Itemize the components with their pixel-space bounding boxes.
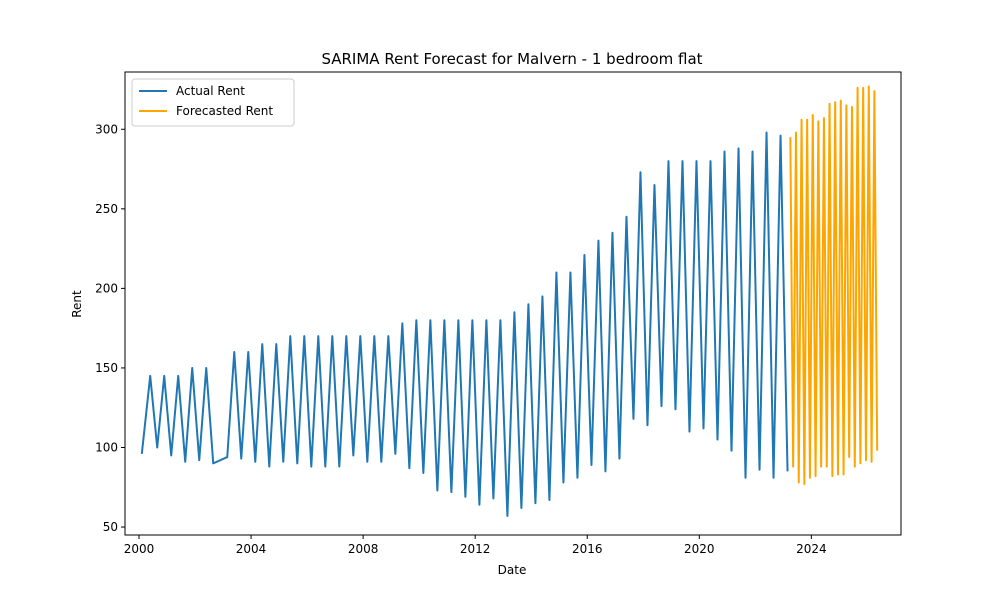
chart-title: SARIMA Rent Forecast for Malvern - 1 bed… — [321, 50, 702, 68]
y-tick-label: 50 — [103, 520, 118, 534]
y-tick-label: 200 — [95, 281, 118, 295]
y-tick-label: 250 — [95, 202, 118, 216]
legend-label-actual: Actual Rent — [176, 84, 245, 98]
legend-box — [131, 78, 295, 127]
x-tick-label: 2024 — [796, 542, 827, 556]
x-tick-label: 2004 — [236, 542, 267, 556]
legend-label-forecast: Forecasted Rent — [176, 104, 273, 118]
x-tick-label: 2000 — [124, 542, 155, 556]
plot-area: 2000 2004 2008 2012 2016 2020 2024 50 100 150 200… — [95, 71, 902, 556]
x-axis-label: Date — [498, 563, 527, 577]
y-axis: 50 100 150 200 250 300 — [95, 122, 125, 534]
x-tick-label: 2020 — [684, 542, 715, 556]
series-line-forecasted-rent — [789, 85, 879, 486]
x-tick-label: 2012 — [460, 542, 491, 556]
series-layer — [140, 85, 879, 517]
x-tick-label: 2008 — [348, 542, 379, 556]
y-tick-label: 150 — [95, 361, 118, 375]
x-axis: 2000 2004 2008 2012 2016 2020 2024 — [124, 535, 827, 556]
y-tick-label: 100 — [95, 440, 118, 454]
series-line-actual-rent — [140, 131, 789, 517]
x-tick-label: 2016 — [572, 542, 603, 556]
y-axis-label: Rent — [70, 290, 84, 318]
y-tick-label: 300 — [95, 122, 118, 136]
legend: Actual Rent Forecasted Rent — [131, 78, 295, 127]
plot-frame — [124, 71, 902, 536]
